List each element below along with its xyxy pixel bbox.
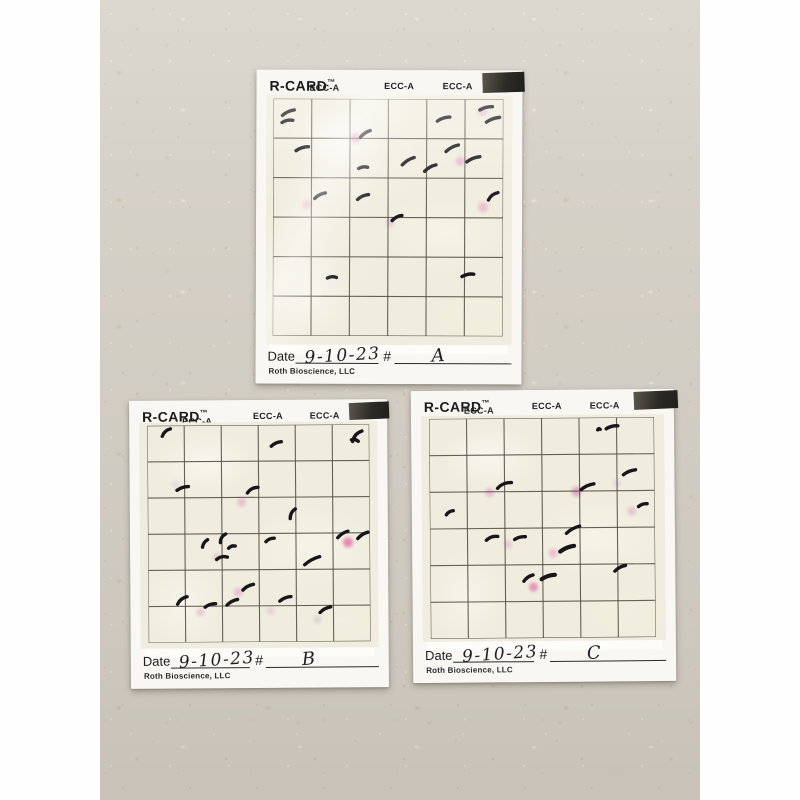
number-underline: A — [394, 339, 512, 367]
black-tab-a — [482, 71, 525, 94]
test-card-b: R-CARD™ ECC-A ECC-A ECC-A Date 9-10-23 #… — [128, 399, 390, 689]
date-line-b: Date 9-10-23 # B — [142, 642, 379, 673]
number-underline: C — [550, 635, 667, 665]
growth-film-b — [139, 421, 379, 649]
brand-logo: R-CARD™ ECC-A — [269, 78, 339, 94]
brand-logo: R-CARD™ ECC-A — [424, 398, 494, 415]
number-underline: B — [265, 642, 379, 671]
number-sign-label: # — [255, 651, 264, 669]
date-underline: 9-10-23 — [295, 338, 381, 368]
growth-film-c — [420, 413, 666, 643]
handwritten-date: 9-10-23 — [178, 647, 256, 673]
ecc-a-label: ECC-A — [252, 410, 283, 422]
black-tab-b — [348, 401, 390, 421]
handwritten-date: 9-10-23 — [303, 343, 381, 369]
date-line-a: Date 9-10-23 # A — [267, 338, 512, 368]
test-card-c: R-CARD™ ECC-A ECC-A ECC-A Date 9-10-23 #… — [410, 388, 679, 684]
right-white-band — [700, 0, 800, 800]
countertop-photo: R-CARD™ ECC-A ECC-A ECC-A Date 9-10-23 #… — [100, 0, 700, 800]
date-label: Date — [267, 348, 296, 364]
date-label: Date — [424, 647, 453, 664]
brand-overlap-label: ECC-A — [309, 82, 340, 93]
brand-overlap-label: ECC-A — [463, 405, 494, 416]
test-card-a: R-CARD™ ECC-A ECC-A ECC-A Date 9-10-23 #… — [255, 69, 525, 385]
date-underline: 9-10-23 — [453, 637, 538, 667]
ecc-a-label: ECC-A — [589, 400, 620, 411]
manufacturer-label: Roth Bioscience, LLC — [268, 366, 356, 376]
number-sign-label: # — [539, 645, 548, 663]
colony-count-grid-b — [147, 424, 371, 643]
black-tab-c — [633, 390, 679, 410]
handwritten-sample-id: A — [431, 344, 447, 367]
left-white-band — [0, 0, 100, 800]
date-underline: 9-10-23 — [171, 643, 256, 673]
manufacturer-label: Roth Bioscience, LLC — [426, 665, 513, 676]
colony-count-grid-c — [428, 417, 656, 639]
ecc-a-label: ECC-A — [384, 80, 415, 92]
colony-count-grid-a — [272, 98, 504, 337]
handwritten-sample-id: C — [586, 642, 604, 665]
growth-film-a — [265, 94, 513, 346]
number-sign-label: # — [383, 347, 392, 365]
ecc-a-label: ECC-A — [442, 81, 473, 92]
date-label: Date — [142, 653, 171, 669]
handwritten-sample-id: B — [301, 648, 318, 671]
handwritten-date: 9-10-23 — [460, 641, 539, 668]
manufacturer-label: Roth Bioscience, LLC — [143, 671, 231, 681]
ecc-a-label: ECC-A — [531, 400, 562, 412]
date-line-c: Date 9-10-23 # C — [424, 635, 667, 667]
ecc-a-label: ECC-A — [309, 410, 340, 421]
